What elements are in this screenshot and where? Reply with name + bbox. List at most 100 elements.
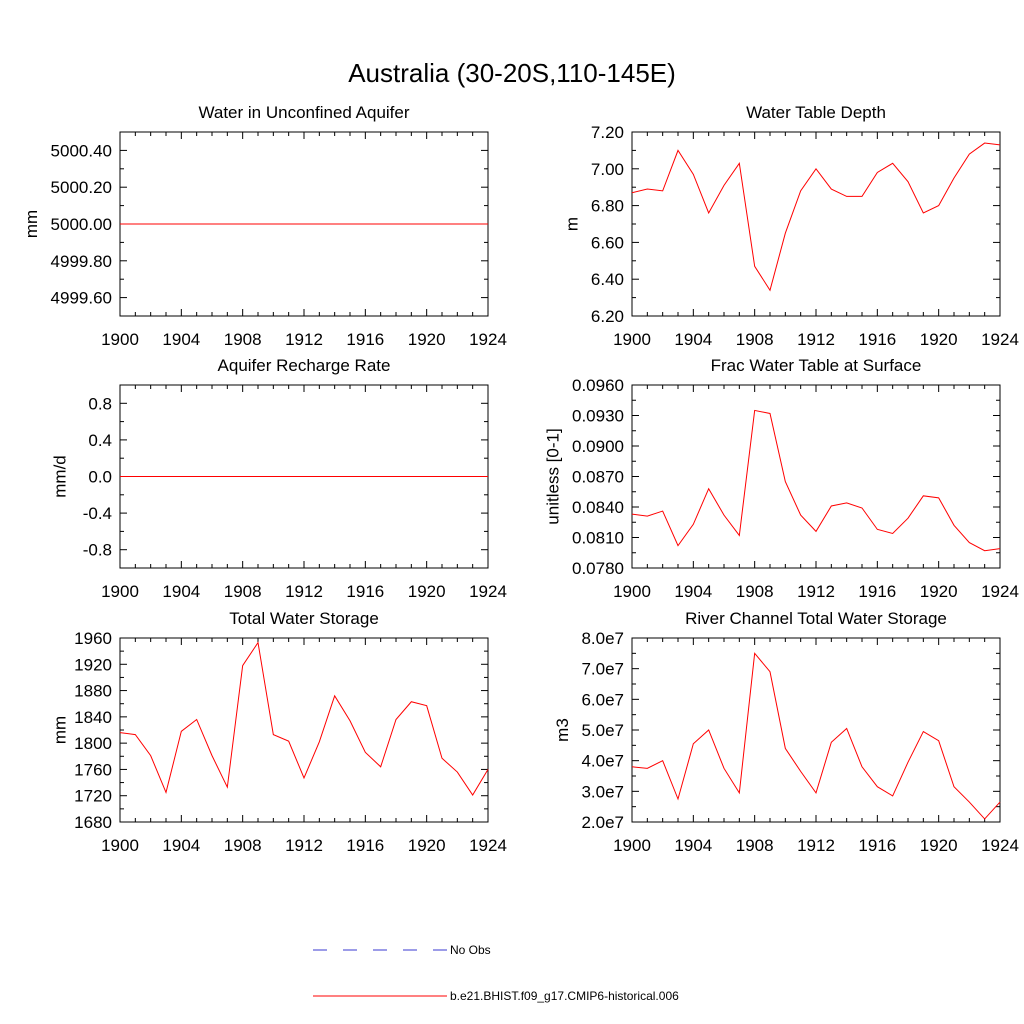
- y-tick-label: 4999.80: [51, 252, 112, 271]
- chart-panel: Total Water Storage 1900 1904 1908 1912 1916 1…: [51, 609, 507, 855]
- y-tick-label: 1920: [74, 655, 112, 674]
- y-tick-label: 2.0e7: [581, 813, 624, 832]
- y-tick-label: 1680: [74, 813, 112, 832]
- y-tick-label: 1800: [74, 734, 112, 753]
- plot-frame: [631, 637, 1001, 823]
- x-tick-label: 1924: [469, 330, 507, 349]
- x-tick-label: 1924: [469, 836, 507, 855]
- x-tick-label: 1912: [285, 836, 323, 855]
- x-tick-label: 1904: [674, 582, 712, 601]
- y-tick-label: 0.0: [88, 468, 112, 487]
- y-tick-label: 4999.60: [51, 289, 112, 308]
- x-tick-label: 1904: [162, 330, 200, 349]
- chart-title: Water Table Depth: [746, 103, 886, 122]
- y-tick-label: 0.0780: [572, 559, 624, 578]
- legend-obs-label: No Obs: [450, 943, 491, 957]
- x-tick-label: 1912: [797, 330, 835, 349]
- x-tick-label: 1908: [736, 330, 774, 349]
- chart-panel: River Channel Total Water Storage 1900 190…: [553, 609, 1019, 855]
- x-tick-label: 1908: [224, 836, 262, 855]
- x-tick-label: 1924: [981, 582, 1019, 601]
- panels: Water in Unconfined Aquifer 1900 1904 1908 1…: [22, 103, 1019, 855]
- y-tick-label: 5000.00: [51, 215, 112, 234]
- plot-frame: [631, 131, 1001, 317]
- y-tick-label: 1840: [74, 708, 112, 727]
- x-tick-label: 1916: [858, 582, 896, 601]
- x-tick-label: 1924: [469, 582, 507, 601]
- chart-title: Total Water Storage: [229, 609, 379, 628]
- page-title: Australia (30-20S,110-145E): [348, 58, 676, 88]
- x-tick-label: 1904: [162, 836, 200, 855]
- x-tick-label: 1920: [920, 836, 958, 855]
- x-tick-label: 1912: [285, 330, 323, 349]
- x-tick-label: 1900: [613, 330, 651, 349]
- y-axis-label: m: [563, 217, 582, 231]
- y-tick-label: 6.0e7: [581, 690, 624, 709]
- y-tick-label: 1720: [74, 787, 112, 806]
- x-tick-label: 1924: [981, 330, 1019, 349]
- y-tick-label: 0.0810: [572, 529, 624, 548]
- y-tick-label: 1880: [74, 682, 112, 701]
- y-axis-label: mm: [22, 210, 41, 238]
- y-tick-label: 4.0e7: [581, 752, 624, 771]
- y-tick-label: 7.00: [591, 160, 624, 179]
- y-tick-label: 7.0e7: [581, 660, 624, 679]
- chart-title: Water in Unconfined Aquifer: [198, 103, 409, 122]
- x-tick-label: 1904: [674, 836, 712, 855]
- chart-panel: Water Table Depth 1900 1904 1908 1912 1916 192…: [563, 103, 1019, 349]
- x-tick-label: 1900: [613, 582, 651, 601]
- x-tick-label: 1900: [101, 330, 139, 349]
- y-tick-label: 0.0870: [572, 468, 624, 487]
- x-tick-label: 1908: [736, 836, 774, 855]
- x-tick-label: 1916: [346, 330, 384, 349]
- chart-panel: Aquifer Recharge Rate 1900 1904 1908 1912 191…: [51, 356, 507, 601]
- y-tick-label: 0.0900: [572, 437, 624, 456]
- chart-title: Aquifer Recharge Rate: [218, 356, 391, 375]
- plot-frame: [119, 637, 489, 823]
- y-tick-label: 6.20: [591, 307, 624, 326]
- y-axis-label: mm/d: [51, 455, 70, 498]
- y-tick-label: 0.0840: [572, 498, 624, 517]
- x-tick-label: 1912: [797, 836, 835, 855]
- x-tick-label: 1916: [858, 836, 896, 855]
- x-tick-label: 1900: [101, 836, 139, 855]
- chart-panel: Frac Water Table at Surface 1900 1904 1908 1…: [543, 356, 1019, 601]
- series-line: [119, 641, 489, 796]
- y-tick-label: 6.80: [591, 197, 624, 216]
- x-tick-label: 1916: [346, 836, 384, 855]
- x-tick-label: 1900: [101, 582, 139, 601]
- x-tick-label: 1920: [408, 330, 446, 349]
- y-tick-label: 0.4: [88, 431, 112, 450]
- legend: No Obs b.e21.BHIST.f09_g17.CMIP6-histori…: [313, 943, 679, 1003]
- x-tick-label: 1908: [224, 582, 262, 601]
- y-tick-label: 0.8: [88, 394, 112, 413]
- series-line: [631, 409, 1001, 552]
- x-tick-label: 1912: [285, 582, 323, 601]
- plot-frame: [631, 384, 1001, 569]
- x-tick-label: 1920: [920, 330, 958, 349]
- y-tick-label: 8.0e7: [581, 629, 624, 648]
- x-tick-label: 1920: [408, 582, 446, 601]
- y-tick-label: 7.20: [591, 123, 624, 142]
- y-axis-label: mm: [51, 716, 70, 744]
- y-axis-label: m3: [553, 718, 572, 742]
- series-line: [631, 142, 1001, 292]
- x-tick-label: 1900: [613, 836, 651, 855]
- x-tick-label: 1920: [920, 582, 958, 601]
- x-tick-label: 1912: [797, 582, 835, 601]
- y-tick-label: 6.40: [591, 270, 624, 289]
- chart-panel: Water in Unconfined Aquifer 1900 1904 1908 1…: [22, 103, 507, 349]
- y-tick-label: 3.0e7: [581, 782, 624, 801]
- y-tick-label: 5.0e7: [581, 721, 624, 740]
- y-axis-label: unitless [0-1]: [543, 428, 562, 524]
- y-tick-label: 0.0960: [572, 376, 624, 395]
- series-line: [631, 652, 1001, 820]
- y-tick-label: 6.60: [591, 233, 624, 252]
- y-tick-label: -0.8: [83, 541, 112, 560]
- y-tick-label: -0.4: [83, 504, 112, 523]
- x-tick-label: 1924: [981, 836, 1019, 855]
- x-tick-label: 1904: [162, 582, 200, 601]
- x-tick-label: 1916: [346, 582, 384, 601]
- x-tick-label: 1920: [408, 836, 446, 855]
